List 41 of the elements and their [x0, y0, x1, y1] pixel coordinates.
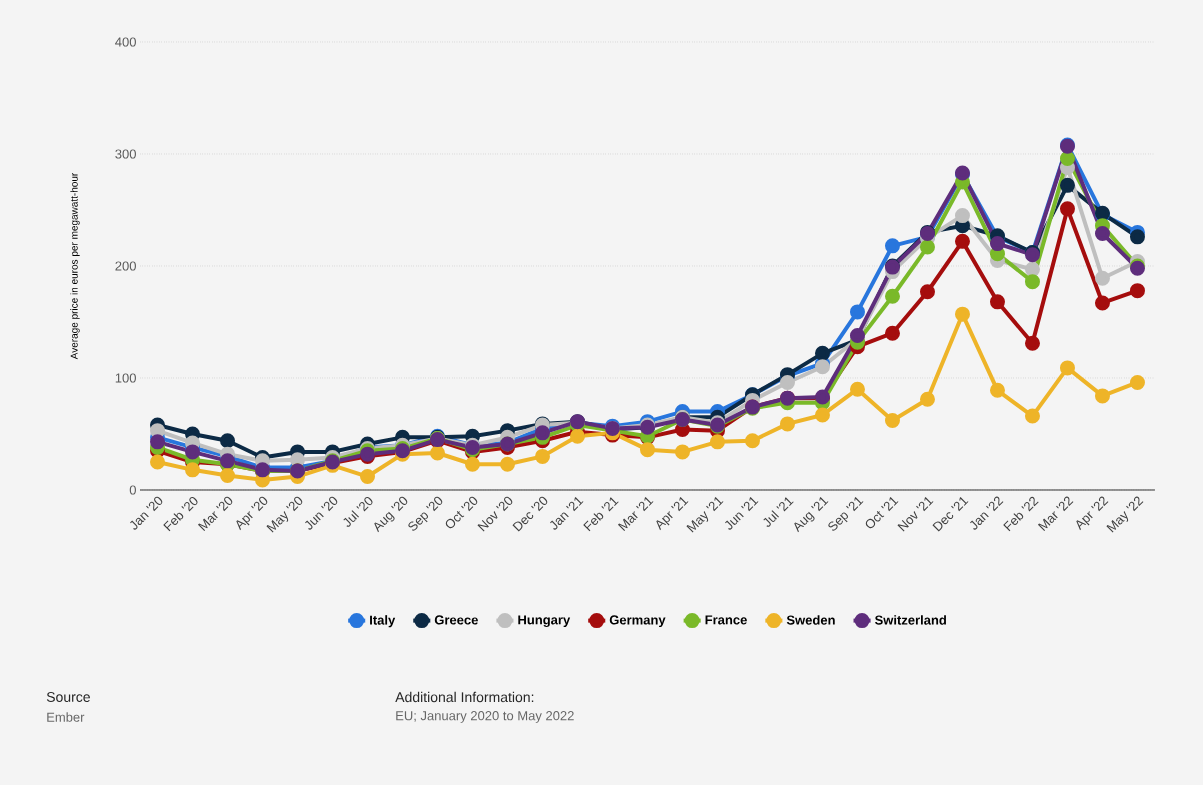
x-tick-label: Apr '20	[236, 496, 268, 531]
x-tick-label: Dec '20	[512, 496, 548, 532]
x-tick-label: Mar '20	[197, 496, 233, 532]
y-tick-label: 0	[129, 485, 136, 495]
y-tick-label: 100	[115, 373, 136, 383]
x-tick-label: Jun '21	[725, 497, 759, 530]
legend-label: Sweden	[786, 615, 835, 625]
text: EU; January 2020 to May 2022	[396, 711, 574, 723]
y-tick-label: 300	[115, 149, 136, 159]
x-tick-label: Mar '21	[617, 497, 654, 532]
x-tick-label: Feb '20	[163, 496, 198, 532]
x-tick-label: May '20	[266, 496, 303, 533]
legend-label: Switzerland	[874, 615, 946, 625]
x-tick-label: Sep '20	[408, 496, 443, 531]
x-tick-label: Nov '20	[477, 496, 513, 532]
legend-label: Hungary	[518, 615, 571, 628]
x-tick-label: Sep '21	[828, 497, 864, 531]
x-tick-label: Jan '20	[130, 496, 163, 530]
x-tick-label: Dec '21	[932, 497, 969, 532]
x-tick-label: Jul '21	[763, 497, 794, 527]
x-tick-label: Feb '21	[583, 497, 619, 532]
x-tick-label: Nov '21	[897, 497, 934, 532]
x-tick-label: Oct '21	[865, 497, 899, 529]
x-tick-label: Oct '20	[445, 496, 478, 529]
text: Additional Information:	[395, 691, 534, 703]
x-tick-label: Aug '21	[794, 497, 829, 533]
y-axis-title: Average price in euros per megawatt-hour	[70, 172, 80, 360]
x-tick-label: Aug '20	[374, 496, 408, 533]
x-tick-label: Jan '22	[970, 496, 1004, 530]
legend-label: Germany	[609, 615, 666, 628]
y-tick-label: 200	[115, 261, 136, 271]
x-tick-label: Jul '20	[343, 496, 373, 527]
text: Ember	[47, 712, 85, 722]
x-tick-label: Feb '22	[1003, 496, 1039, 532]
y-tick-label: 400	[115, 37, 136, 47]
text: Source	[46, 692, 90, 702]
x-tick-label: Jan '21	[550, 497, 584, 530]
legend-label: Greece	[434, 615, 478, 625]
legend-label: Italy	[370, 615, 396, 628]
legend-label: France	[705, 615, 747, 625]
x-tick-label: Jun '20	[305, 496, 338, 530]
